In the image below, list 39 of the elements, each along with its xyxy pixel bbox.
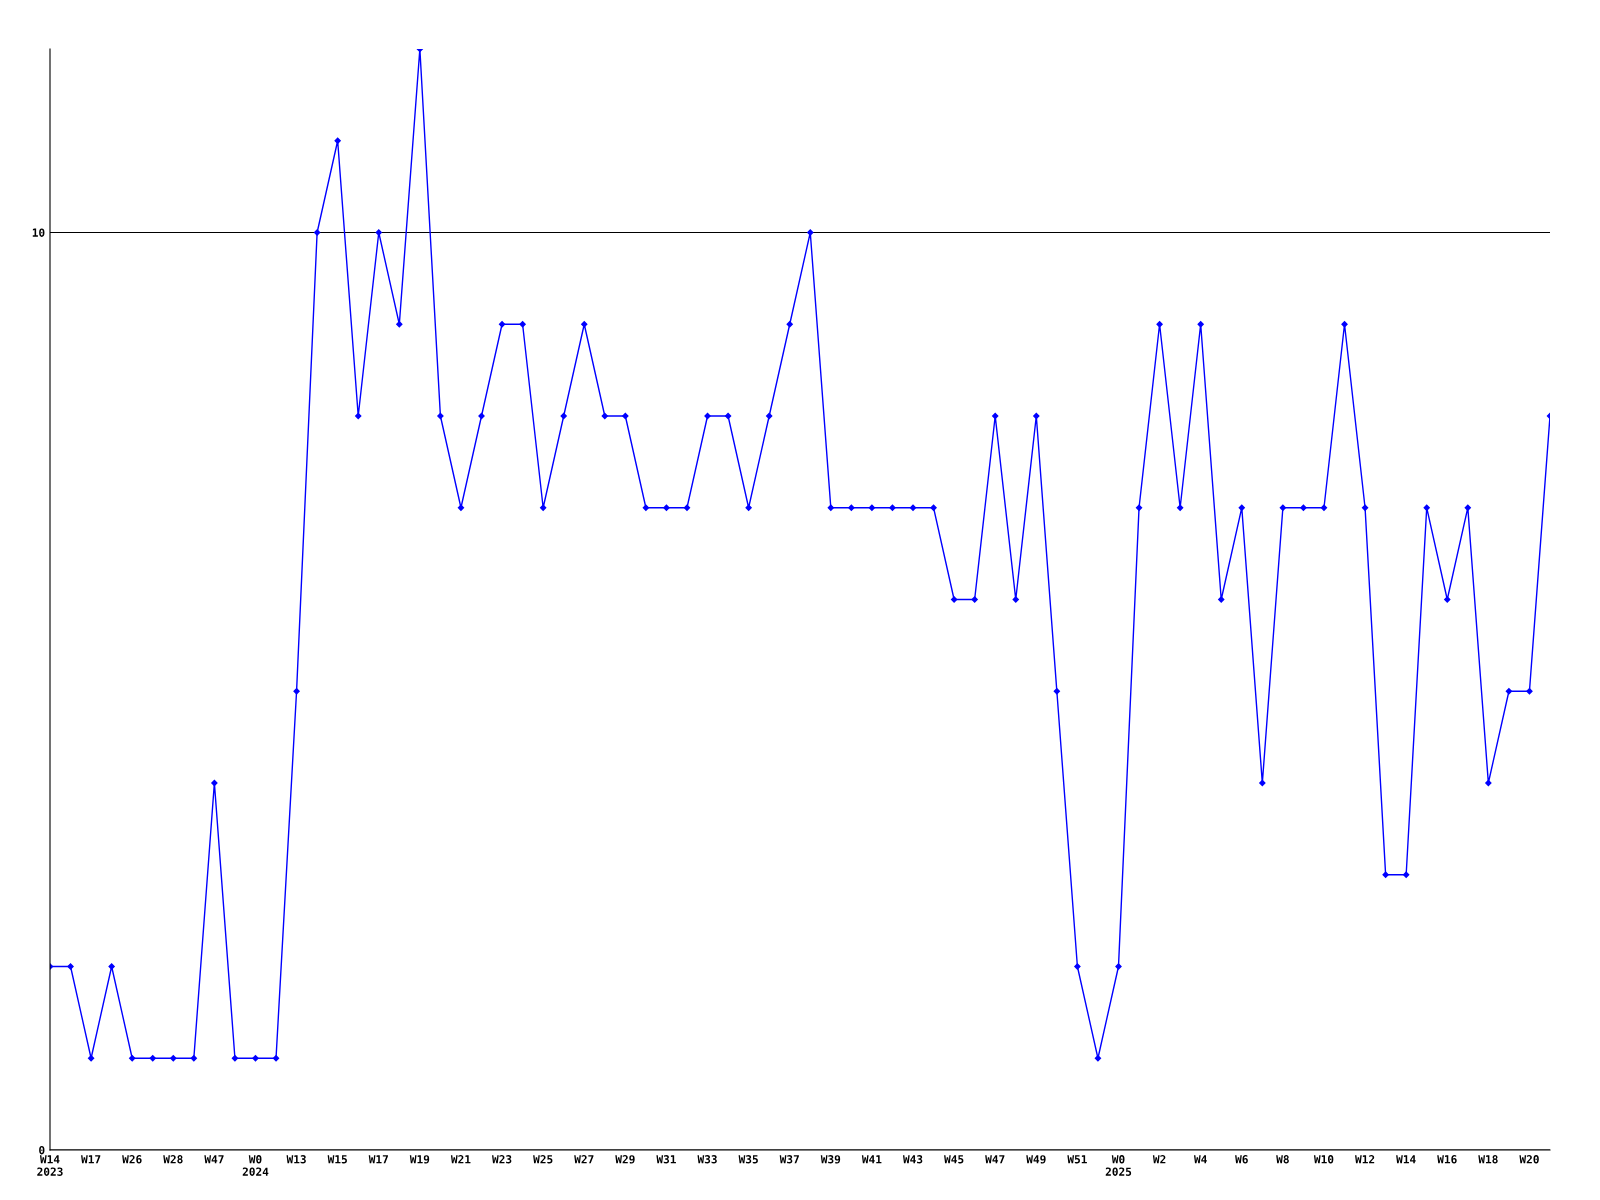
x-tick-label: W39	[820, 1155, 841, 1164]
x-tick-label: W12	[1355, 1155, 1375, 1164]
x-tick-label: W19	[409, 1155, 430, 1164]
x-tick-label: W31	[656, 1155, 676, 1164]
x-tick-label: W17	[81, 1155, 101, 1164]
x-tick-label: W18	[1478, 1155, 1498, 1164]
x-tick-label: W21	[450, 1155, 471, 1164]
x-tick-label: W28	[163, 1155, 183, 1164]
x-tick-label: W8	[1276, 1155, 1289, 1164]
x-tick-label: W10	[1313, 1155, 1334, 1164]
x-tick-label: W35	[738, 1155, 758, 1164]
x-tick-label: W16	[1437, 1155, 1457, 1164]
x-tick-label: W14	[1396, 1155, 1416, 1164]
x-tick-label: W0 2025	[1105, 1155, 1132, 1176]
x-tick-label: W51	[1067, 1155, 1087, 1164]
x-tick-label: W6	[1235, 1155, 1248, 1164]
y-tick-label: 10	[32, 228, 45, 237]
x-tick-label: W15	[327, 1155, 347, 1164]
x-tick-label: W4	[1194, 1155, 1207, 1164]
x-tick-label: W45	[944, 1155, 964, 1164]
x-tick-label: W26	[122, 1155, 142, 1164]
x-tick-label: W43	[902, 1155, 923, 1164]
x-tick-label: W41	[861, 1155, 882, 1164]
x-tick-label: W23	[492, 1155, 512, 1164]
x-tick-label: W37	[779, 1155, 799, 1164]
x-tick-label: W25	[533, 1155, 553, 1164]
x-tick-label: W47	[204, 1155, 224, 1164]
x-tick-label: W14 2023	[37, 1155, 63, 1176]
x-tick-label: W33	[697, 1155, 717, 1164]
x-tick-label: W20	[1519, 1155, 1539, 1164]
x-tick-label: W2	[1152, 1155, 1166, 1164]
x-tick-label: W27	[574, 1155, 594, 1164]
y-tick-label: 0	[39, 1145, 45, 1155]
x-tick-label: W47	[985, 1155, 1005, 1164]
x-tick-label: W13	[286, 1155, 306, 1164]
x-tick-label: W17	[368, 1155, 388, 1164]
x-tick-label: W29	[615, 1155, 635, 1164]
x-tick-label: W0 2024	[242, 1155, 269, 1176]
x-tick-label: W49	[1026, 1155, 1046, 1164]
